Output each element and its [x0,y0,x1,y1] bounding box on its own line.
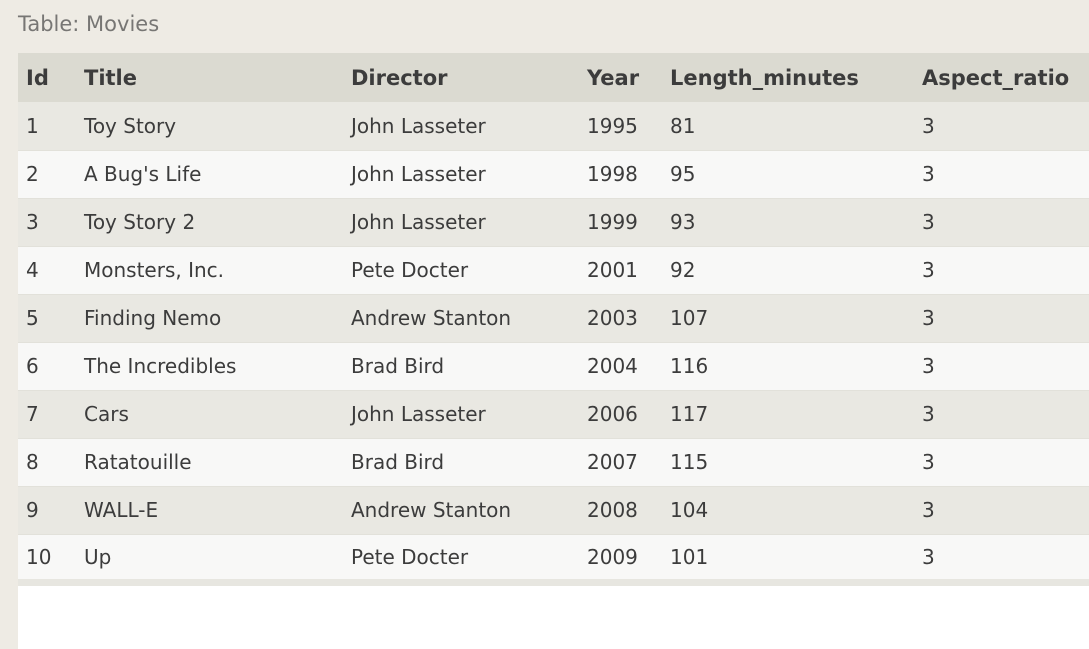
cell-director: Pete Docter [343,246,579,295]
table-row: 1 Toy Story John Lasseter 1995 81 3 [18,102,1089,151]
cell-director: John Lasseter [343,150,579,199]
table-row: 9 WALL-E Andrew Stanton 2008 104 3 [18,486,1089,535]
cell-year: 2008 [579,486,662,535]
cell-director: Brad Bird [343,342,579,391]
cell-title: Monsters, Inc. [76,246,343,295]
movies-table-container: Id Title Director Year Length_minutes As… [18,53,1089,649]
cell-director: Andrew Stanton [343,486,579,535]
column-header-title[interactable]: Title [84,65,138,90]
cell-length-minutes: 81 [662,102,914,151]
cell-id: 8 [18,438,76,487]
cell-id: 5 [18,294,76,343]
cell-length-minutes: 104 [662,486,914,535]
cell-aspect-ratio: 3 [914,342,1089,391]
cell-length-minutes: 117 [662,390,914,439]
cell-title: Finding Nemo [76,294,343,343]
cell-length-minutes: 101 [662,534,914,586]
cell-id: 10 [18,534,76,586]
cell-title: Ratatouille [76,438,343,487]
cell-director: Andrew Stanton [343,294,579,343]
cell-aspect-ratio: 3 [914,534,1089,586]
cell-id: 3 [18,198,76,247]
cell-id: 6 [18,342,76,391]
cell-year: 1999 [579,198,662,247]
cell-title: Toy Story 2 [76,198,343,247]
column-header-year[interactable]: Year [587,65,640,90]
cell-title: A Bug's Life [76,150,343,199]
table-row: 8 Ratatouille Brad Bird 2007 115 3 [18,438,1089,487]
table-row: 2 A Bug's Life John Lasseter 1998 95 3 [18,150,1089,199]
cell-year: 2003 [579,294,662,343]
cell-id: 2 [18,150,76,199]
cell-director: John Lasseter [343,198,579,247]
cell-year: 2006 [579,390,662,439]
table-row: 10 Up Pete Docter 2009 101 3 [18,534,1089,586]
cell-id: 7 [18,390,76,439]
cell-director: John Lasseter [343,390,579,439]
cell-length-minutes: 116 [662,342,914,391]
cell-id: 1 [18,102,76,151]
cell-title: Cars [76,390,343,439]
cell-id: 9 [18,486,76,535]
cell-aspect-ratio: 3 [914,390,1089,439]
movies-table: Id Title Director Year Length_minutes As… [18,53,1089,586]
cell-id: 4 [18,246,76,295]
cell-aspect-ratio: 3 [914,294,1089,343]
cell-year: 1998 [579,150,662,199]
cell-director: Pete Docter [343,534,579,586]
cell-year: 2009 [579,534,662,586]
cell-director: Brad Bird [343,438,579,487]
cell-length-minutes: 95 [662,150,914,199]
cell-aspect-ratio: 3 [914,102,1089,151]
cell-title: Up [76,534,343,586]
cell-title: Toy Story [76,102,343,151]
column-header-length-minutes[interactable]: Length_minutes [670,65,859,90]
cell-aspect-ratio: 3 [914,150,1089,199]
table-row: 5 Finding Nemo Andrew Stanton 2003 107 3 [18,294,1089,343]
column-header-aspect-ratio[interactable]: Aspect_ratio [922,65,1070,90]
cell-aspect-ratio: 3 [914,246,1089,295]
table-caption: Table: Movies [18,12,160,36]
cell-director: John Lasseter [343,102,579,151]
cell-year: 2004 [579,342,662,391]
cell-length-minutes: 115 [662,438,914,487]
table-row: 4 Monsters, Inc. Pete Docter 2001 92 3 [18,246,1089,295]
cell-length-minutes: 92 [662,246,914,295]
cell-aspect-ratio: 3 [914,486,1089,535]
cell-title: The Incredibles [76,342,343,391]
cell-aspect-ratio: 3 [914,198,1089,247]
cell-length-minutes: 107 [662,294,914,343]
column-header-id[interactable]: Id [26,65,49,90]
cell-year: 1995 [579,102,662,151]
table-row: 3 Toy Story 2 John Lasseter 1999 93 3 [18,198,1089,247]
cell-length-minutes: 93 [662,198,914,247]
table-row: 6 The Incredibles Brad Bird 2004 116 3 [18,342,1089,391]
table-header-row: Id Title Director Year Length_minutes As… [18,53,1089,102]
table-row: 7 Cars John Lasseter 2006 117 3 [18,390,1089,439]
cell-aspect-ratio: 3 [914,438,1089,487]
cell-year: 2001 [579,246,662,295]
cell-title: WALL-E [76,486,343,535]
column-header-director[interactable]: Director [351,65,448,90]
cell-year: 2007 [579,438,662,487]
